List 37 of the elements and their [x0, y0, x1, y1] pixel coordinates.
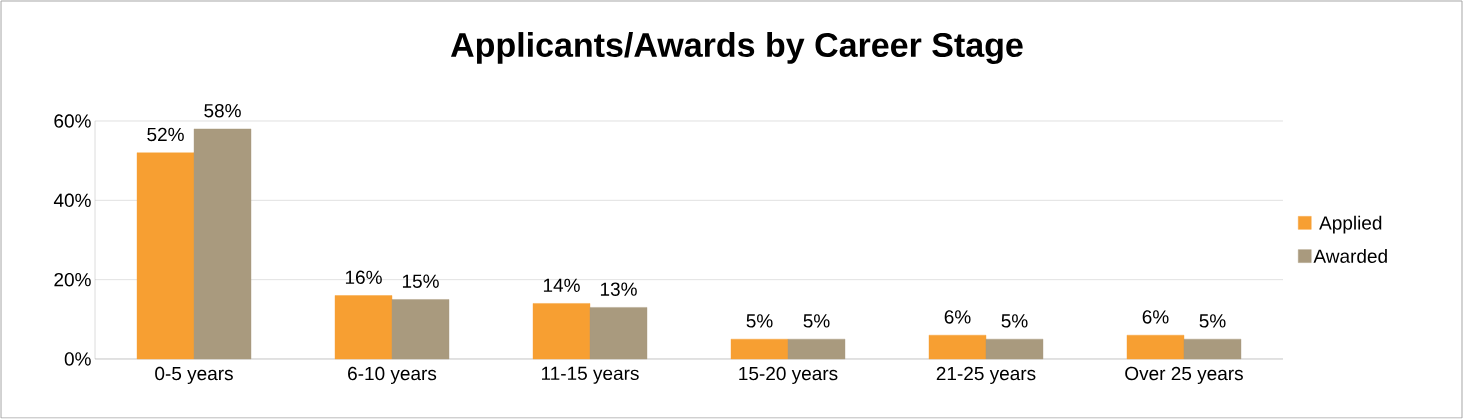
legend-label: Applied [1319, 215, 1382, 234]
data-label: 58% [204, 103, 241, 118]
y-tick-label: 40% [53, 193, 91, 208]
x-tick-label: 11-15 years [541, 366, 639, 384]
data-label: 5% [803, 314, 830, 328]
data-label: 52% [147, 127, 184, 142]
y-tick-label: 20% [54, 272, 91, 287]
bar [730, 338, 789, 360]
data-label: 14% [543, 278, 580, 292]
x-tick-label: Over 25 years [1125, 366, 1243, 384]
bar [787, 338, 846, 360]
data-label: 5% [1199, 314, 1226, 328]
data-label: 16% [345, 270, 382, 284]
x-tick-label: 6-10 years [348, 366, 437, 384]
chart-title: Applicants/Awards by Career Stage [450, 32, 1023, 64]
data-label: 15% [402, 274, 439, 288]
bar [391, 299, 450, 360]
bar [136, 152, 195, 360]
bar [1126, 334, 1185, 360]
data-label: 6% [1142, 310, 1169, 324]
data-label: 6% [944, 310, 971, 324]
bar [1183, 338, 1242, 360]
bar [193, 128, 252, 360]
data-label: 13% [600, 282, 637, 296]
bar [334, 295, 393, 360]
legend-label: Awarded [1313, 248, 1387, 263]
bar [589, 307, 648, 360]
data-label: 5% [1001, 314, 1028, 328]
x-tick-label: 0-5 years [155, 366, 233, 384]
x-tick-label: 21-25 years [936, 366, 1036, 384]
y-tick-label: 0% [64, 352, 91, 366]
bar [985, 338, 1044, 360]
y-tick-label: 60% [54, 114, 91, 128]
bar [928, 334, 987, 360]
x-tick-label: 15-20 years [739, 366, 838, 384]
data-label: 5% [746, 314, 773, 328]
bar [532, 303, 591, 360]
